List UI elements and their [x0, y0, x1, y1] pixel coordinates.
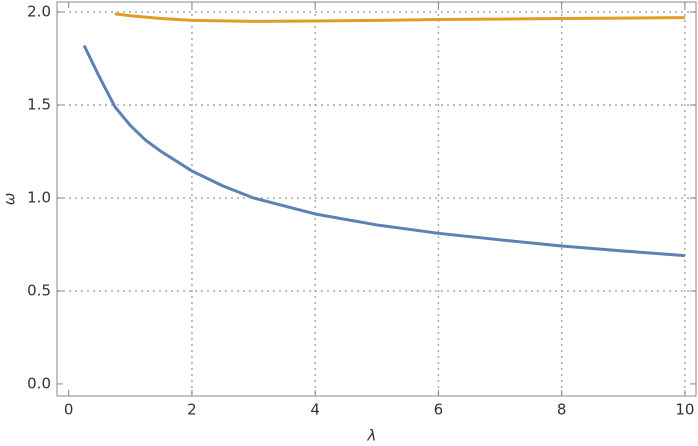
x-tick-label: 2 [187, 401, 197, 419]
x-tick-label: 10 [675, 401, 694, 419]
x-tick-label: 4 [310, 401, 320, 419]
line-series [82, 44, 686, 258]
y-axis-label: ω [1, 193, 19, 206]
x-tick-label: 0 [64, 401, 74, 419]
y-tick-label: 1.5 [27, 96, 51, 114]
y-tick-label: 2.0 [27, 3, 51, 21]
x-tick-label: 6 [434, 401, 444, 419]
y-tick-label: 0.0 [27, 374, 51, 392]
y-tick-label: 1.0 [27, 188, 51, 206]
x-axis-label: λ [367, 427, 377, 445]
plot-frame [56, 1, 697, 397]
y-tick-label: 0.5 [27, 281, 51, 299]
line-series [114, 12, 685, 23]
x-tick-label: 8 [557, 401, 567, 419]
